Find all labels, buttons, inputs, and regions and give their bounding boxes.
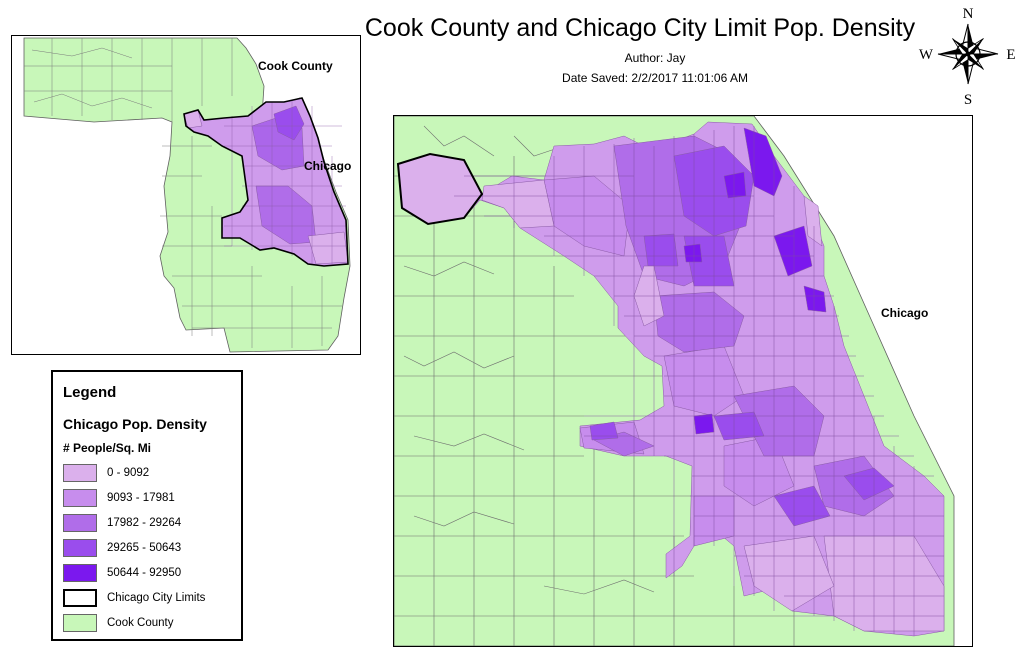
main-chicago-label: Chicago — [881, 306, 928, 320]
legend-layer-name: Chicago Pop. Density — [63, 416, 207, 432]
legend-title: Legend — [63, 384, 117, 401]
main-map[interactable]: Chicago — [393, 115, 973, 647]
legend-item-city-limits: Chicago City Limits — [63, 589, 239, 609]
compass-n: N — [963, 6, 974, 22]
legend-swatch — [63, 514, 97, 532]
legend-item: 29265 - 50643 — [63, 539, 239, 559]
chicago-density-inset — [183, 97, 349, 267]
legend: Legend Chicago Pop. Density # People/Sq.… — [51, 370, 243, 641]
inset-county-label: Cook County — [258, 59, 333, 73]
legend-field-name: # People/Sq. Mi — [63, 441, 152, 455]
city-limits-swatch — [63, 589, 97, 607]
date-saved: Date Saved: 2/2/2017 11:01:06 AM — [562, 71, 748, 85]
legend-item: 50644 - 92950 — [63, 564, 239, 584]
legend-label: 0 - 9092 — [107, 467, 150, 479]
tract-boundaries — [454, 126, 944, 636]
legend-label: 9093 - 17981 — [107, 492, 175, 504]
compass-w: W — [919, 47, 934, 63]
legend-item: 0 - 9092 — [63, 464, 239, 484]
density-class-5 — [683, 127, 827, 435]
legend-swatch — [63, 564, 97, 582]
inset-map[interactable]: Cook County Chicago — [11, 35, 361, 355]
legend-label: 50644 - 92950 — [107, 567, 182, 579]
chicago-density-layer — [396, 121, 945, 637]
map-title: Cook County and Chicago City Limit Pop. … — [364, 14, 916, 42]
inset-chicago-label: Chicago — [304, 159, 351, 173]
legend-swatch — [63, 489, 97, 507]
legend-item: 9093 - 17981 — [63, 489, 239, 509]
county-swatch — [63, 614, 97, 632]
compass-rose-icon: N E S W — [919, 6, 1016, 106]
legend-label: Cook County — [107, 617, 174, 629]
legend-swatch — [63, 539, 97, 557]
legend-item-county: Cook County — [63, 614, 239, 634]
legend-item: 17982 - 29264 — [63, 514, 239, 534]
chicago-city-limits — [396, 152, 484, 226]
legend-swatch — [63, 464, 97, 482]
legend-label: 17982 - 29264 — [107, 517, 182, 529]
legend-label: Chicago City Limits — [107, 592, 206, 604]
compass-s: S — [964, 92, 972, 106]
map-author: Author: Jay — [624, 51, 686, 65]
compass-e: E — [1006, 47, 1015, 63]
legend-label: 29265 - 50643 — [107, 542, 182, 554]
